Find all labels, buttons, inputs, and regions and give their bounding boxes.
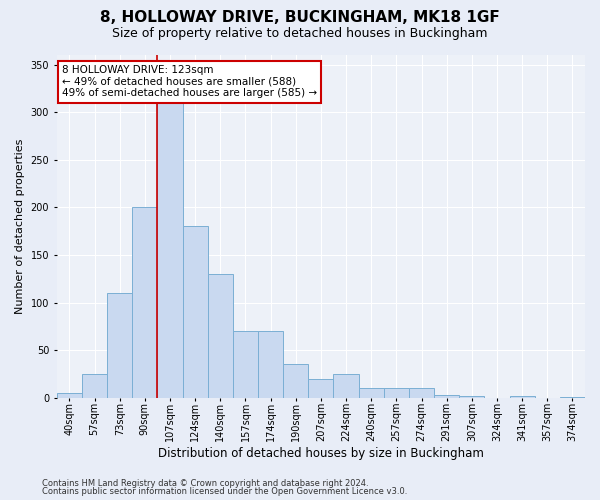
Bar [334, 374, 359, 398]
Bar [233, 331, 258, 398]
Bar [384, 388, 409, 398]
Bar [182, 226, 208, 398]
Bar [258, 331, 283, 398]
Text: Size of property relative to detached houses in Buckingham: Size of property relative to detached ho… [112, 28, 488, 40]
Bar [82, 374, 107, 398]
Text: Contains HM Land Registry data © Crown copyright and database right 2024.: Contains HM Land Registry data © Crown c… [42, 478, 368, 488]
Bar [308, 378, 334, 398]
Text: 8, HOLLOWAY DRIVE, BUCKINGHAM, MK18 1GF: 8, HOLLOWAY DRIVE, BUCKINGHAM, MK18 1GF [100, 10, 500, 25]
Bar [459, 396, 484, 398]
X-axis label: Distribution of detached houses by size in Buckingham: Distribution of detached houses by size … [158, 447, 484, 460]
Bar [208, 274, 233, 398]
Text: Contains public sector information licensed under the Open Government Licence v3: Contains public sector information licen… [42, 487, 407, 496]
Bar [132, 208, 157, 398]
Bar [560, 397, 585, 398]
Bar [283, 364, 308, 398]
Bar [509, 396, 535, 398]
Y-axis label: Number of detached properties: Number of detached properties [15, 138, 25, 314]
Bar [434, 395, 459, 398]
Bar [57, 393, 82, 398]
Bar [107, 293, 132, 398]
Bar [359, 388, 384, 398]
Bar [409, 388, 434, 398]
Text: 8 HOLLOWAY DRIVE: 123sqm
← 49% of detached houses are smaller (588)
49% of semi-: 8 HOLLOWAY DRIVE: 123sqm ← 49% of detach… [62, 66, 317, 98]
Bar [157, 88, 182, 398]
